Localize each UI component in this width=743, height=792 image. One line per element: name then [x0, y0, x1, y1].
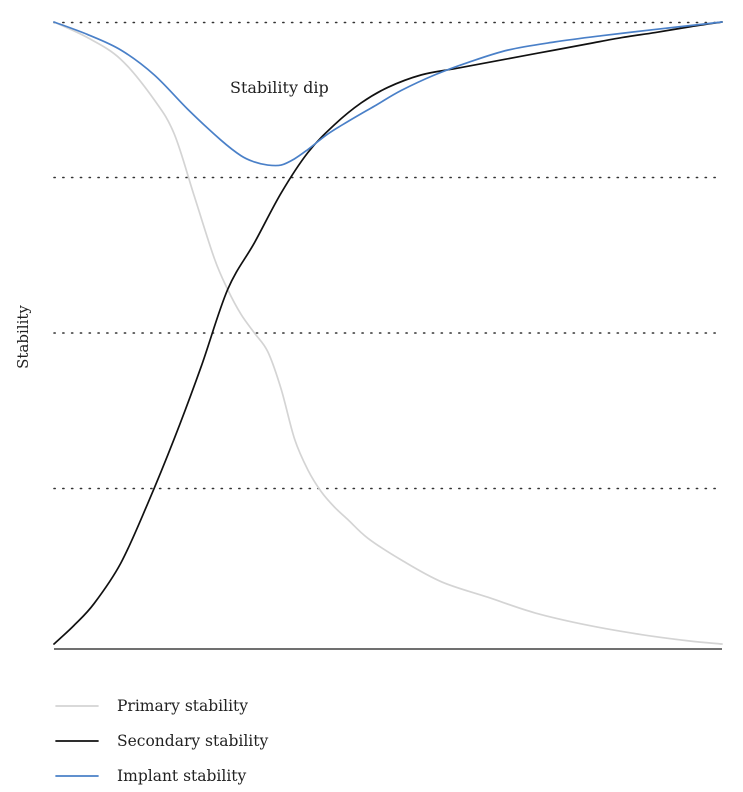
stability-dip-annotation: Stability dip: [230, 78, 329, 97]
gridlines: [53, 21, 723, 490]
primary-stability-line: [53, 21, 723, 645]
legend: Primary stability Secondary stability Im…: [55, 697, 268, 785]
legend-item-implant: Implant stability: [55, 767, 247, 785]
implant-stability-line: [53, 21, 723, 167]
series-lines: [53, 21, 723, 645]
legend-label-secondary: Secondary stability: [117, 732, 268, 750]
legend-label-implant: Implant stability: [117, 767, 247, 785]
y-axis-label: Stability: [14, 305, 32, 369]
legend-item-secondary: Secondary stability: [55, 732, 268, 750]
legend-label-primary: Primary stability: [117, 697, 248, 715]
secondary-stability-line: [53, 21, 723, 645]
legend-item-primary: Primary stability: [55, 697, 248, 715]
